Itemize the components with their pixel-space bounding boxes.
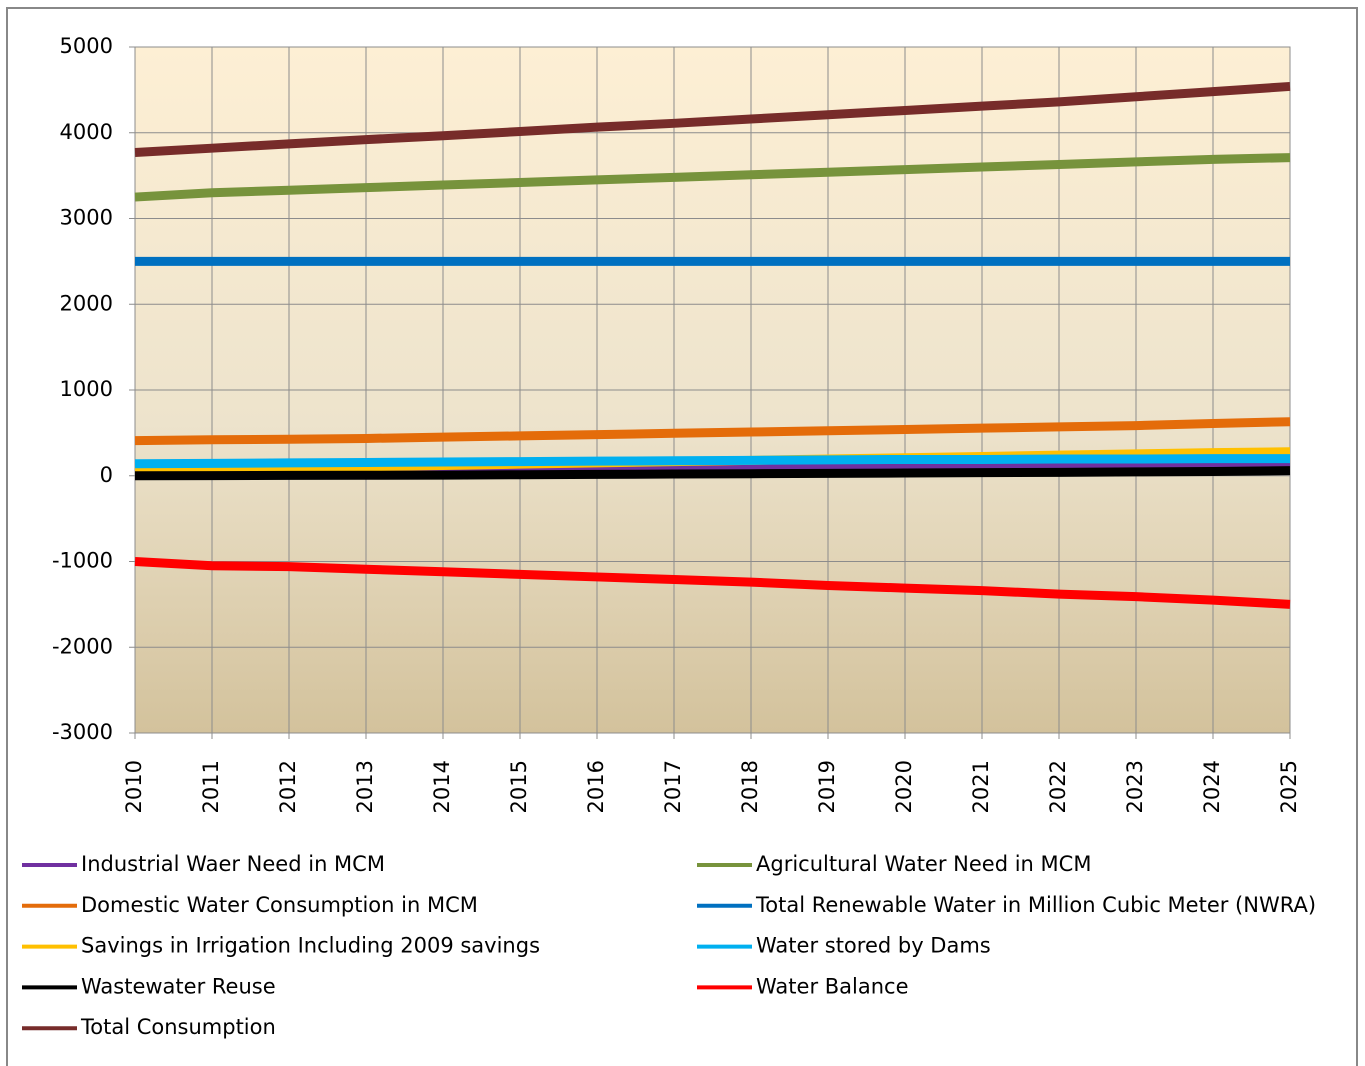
x-tick-label: 2011 [199,760,223,813]
x-tick-label: 2018 [738,760,762,813]
series-line [134,466,1291,481]
y-tick-label: 3000 [60,206,113,230]
y-tick-label: 4000 [60,120,113,144]
x-tick-label: 2021 [969,760,993,813]
x-tick-label: 2022 [1046,760,1070,813]
x-tick-label: 2013 [353,760,377,813]
legend-label: Water stored by Dams [756,934,991,958]
x-tick-label: 2012 [276,760,300,813]
legend-label: Total Renewable Water in Million Cubic M… [755,893,1316,917]
series-line [134,557,1291,609]
y-tick-label: 1000 [60,377,113,401]
series-line [134,153,1291,202]
x-tick-label: 2016 [584,760,608,813]
y-tick-label: 0 [100,463,113,487]
x-tick-label: 2025 [1277,760,1301,813]
legend-label: Water Balance [756,974,909,998]
x-tick-label: 2015 [507,760,531,813]
legend-label: Wastewater Reuse [81,974,276,998]
legend-label: Savings in Irrigation Including 2009 sav… [81,934,540,958]
plot-frame [134,46,1291,734]
x-tick-label: 2024 [1200,760,1224,813]
x-tick-label: 2010 [122,760,146,813]
y-tick-label: -3000 [52,720,113,744]
y-tick-label: -2000 [52,634,113,658]
series-line [134,417,1291,446]
x-tick-label: 2014 [430,760,454,813]
legend-label: Agricultural Water Need in MCM [756,852,1091,876]
y-tick-label: -1000 [52,549,113,573]
legend-label: Total Consumption [80,1015,276,1039]
legend-label: Domestic Water Consumption in MCM [81,893,478,917]
y-tick-label: 5000 [60,34,113,58]
x-tick-label: 2020 [892,760,916,813]
legend-label: Industrial Waer Need in MCM [81,852,385,876]
y-tick-label: 2000 [60,291,113,315]
series-line [134,81,1291,157]
series-line [134,454,1290,469]
x-tick-label: 2019 [815,760,839,813]
x-tick-label: 2017 [661,760,685,813]
x-tick-label: 2023 [1123,760,1147,813]
